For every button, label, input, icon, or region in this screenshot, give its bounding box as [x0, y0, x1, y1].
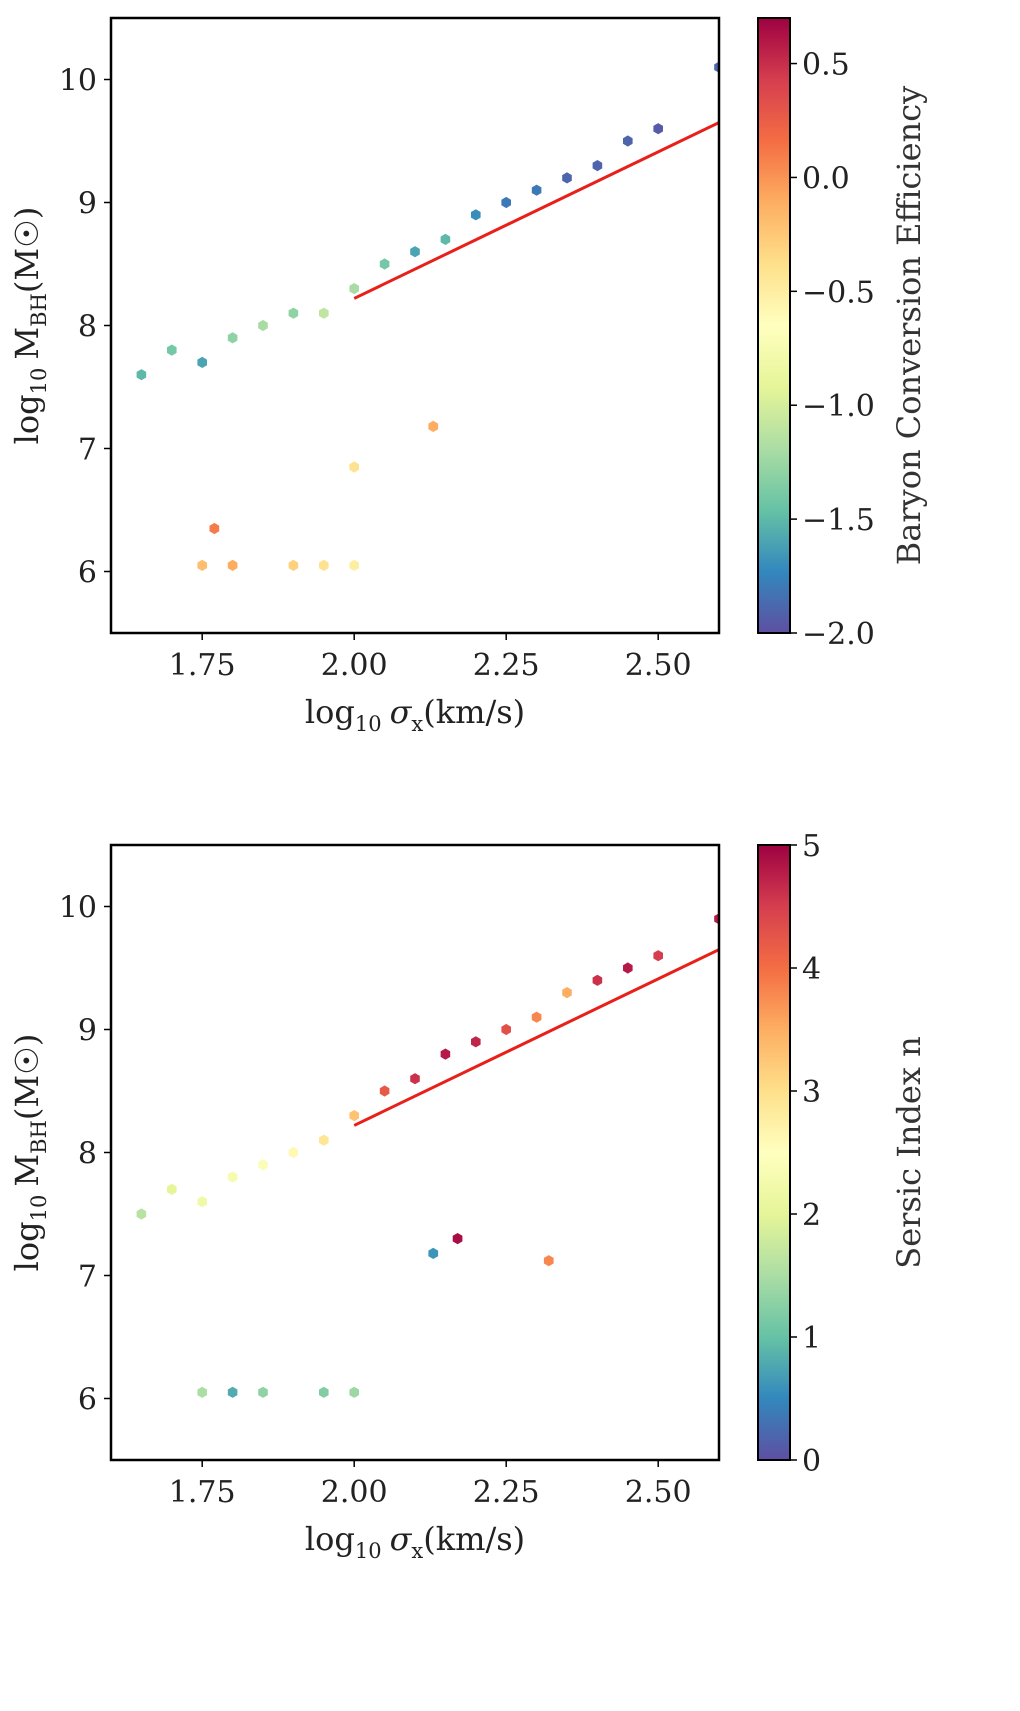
colorbar-tick-label: 0.5 — [802, 48, 850, 83]
hexbin-point — [258, 1159, 268, 1171]
colorbar-tick-label: 0.0 — [802, 161, 850, 196]
hexbin-point — [349, 1386, 359, 1398]
colorbar-tick-label: 5 — [802, 829, 821, 864]
fit-line — [353, 121, 719, 300]
hexbin-point — [319, 1386, 329, 1398]
y-tick-label: 10 — [59, 64, 97, 99]
y-tick-label: 9 — [78, 187, 97, 222]
fit-line — [353, 948, 719, 1127]
colorbar-tick-label: 2 — [802, 1198, 821, 1233]
hexbin-point — [531, 184, 542, 196]
colorbar-tick-label: −2.0 — [802, 617, 875, 652]
y-tick-label: 8 — [78, 310, 97, 345]
y-axis-label: log10MBH(M☉) — [8, 1034, 51, 1272]
colorbar-label: Baryon Conversion Efficiency — [890, 86, 928, 565]
y-tick-label: 6 — [78, 1383, 97, 1418]
hexbin-point — [562, 987, 572, 999]
colorbar — [757, 844, 791, 1461]
colorbar-label: Sersic Index n — [890, 1036, 928, 1268]
plot-frame — [109, 16, 721, 635]
colorbar-tick-label: 4 — [802, 952, 821, 987]
y-tick-label: 7 — [78, 433, 97, 468]
y-tick-label: 8 — [78, 1137, 97, 1172]
hexbin-point — [452, 1233, 463, 1245]
hexbin-point — [349, 559, 359, 571]
hexbin-point — [349, 283, 359, 295]
hexbin-point — [349, 461, 359, 473]
plot-frame — [109, 843, 721, 1462]
colorbar-tick-label: 1 — [802, 1321, 821, 1356]
x-axis-label: log10 σx(km/s) — [305, 1520, 525, 1563]
hexbin-point — [227, 332, 238, 344]
hexbin-point — [531, 1011, 542, 1023]
x-tick-label: 2.00 — [321, 1475, 388, 1510]
x-tick-label: 2.50 — [625, 1475, 692, 1510]
hexbin-point — [428, 420, 439, 432]
hexbin-point — [379, 258, 390, 270]
hexbin-point — [227, 1171, 238, 1183]
hexbin-point — [319, 1134, 329, 1146]
hexbin-point — [258, 319, 268, 332]
hexbin-point — [136, 1208, 147, 1220]
hexbin-point — [167, 344, 177, 356]
x-tick-label: 2.25 — [473, 648, 540, 683]
hexbin-point — [197, 559, 207, 571]
y-axis-label: log10MBH(M☉) — [8, 207, 51, 445]
x-tick-label: 1.75 — [169, 1475, 236, 1510]
hexbin-point — [197, 356, 207, 368]
hexbin-point — [653, 950, 663, 962]
x-tick-label: 2.00 — [321, 648, 388, 683]
hexbin-point — [428, 1247, 439, 1259]
hexbin-point — [471, 1036, 481, 1048]
hexbin-point — [319, 307, 329, 319]
hexbin-point — [227, 559, 238, 571]
chart-panel-1: 1.75 2.00 2.25 2.50 6 7 8 9 10 log10 σx(km/s) log10… — [8, 16, 928, 736]
hexbin-point — [471, 209, 481, 221]
y-tick-label: 10 — [59, 891, 97, 926]
hexbin-point — [410, 1073, 420, 1085]
hexbin-point — [349, 1110, 359, 1122]
hexbin-point — [288, 307, 299, 319]
hexbin-point — [440, 233, 451, 245]
colorbar-tick-label: 0 — [802, 1444, 821, 1479]
colorbar-tick-label: 3 — [802, 1075, 821, 1110]
x-tick-label: 1.75 — [169, 648, 236, 683]
hexbin-point — [197, 1196, 207, 1208]
hexbin-point — [592, 160, 603, 172]
hexbin-point — [379, 1085, 390, 1097]
plot-area — [136, 61, 719, 571]
hexbin-point — [653, 123, 663, 135]
hexbin-point — [501, 196, 511, 209]
hexbin-point — [258, 1386, 268, 1398]
x-axis-label: log10 σx(km/s) — [305, 693, 525, 736]
hexbin-point — [209, 522, 220, 535]
hexbin-point — [136, 369, 147, 381]
y-tick-label: 9 — [78, 1014, 97, 1049]
hexbin-point — [410, 246, 420, 258]
hexbin-point — [543, 1255, 554, 1267]
colorbar-tick-label: −0.5 — [802, 275, 875, 310]
x-tick-label: 2.25 — [473, 1475, 540, 1510]
colorbar — [757, 17, 791, 634]
y-tick-label: 6 — [78, 556, 97, 591]
hexbin-point — [197, 1386, 207, 1398]
hexbin-point — [501, 1023, 511, 1036]
hexbin-point — [288, 559, 299, 571]
hexbin-point — [623, 135, 633, 147]
hexbin-point — [562, 172, 572, 184]
x-tick-label: 2.50 — [625, 648, 692, 683]
plot-area — [136, 913, 719, 1398]
hexbin-point — [288, 1146, 299, 1159]
hexbin-point — [440, 1048, 451, 1060]
colorbar-tick-label: −1.0 — [802, 389, 875, 424]
hexbin-point — [167, 1183, 177, 1195]
hexbin-point — [592, 974, 603, 986]
hexbin-point — [319, 559, 329, 571]
hexbin-point — [227, 1386, 238, 1398]
hexbin-point — [623, 962, 633, 974]
y-tick-label: 7 — [78, 1260, 97, 1295]
colorbar-tick-label: −1.5 — [802, 503, 875, 538]
